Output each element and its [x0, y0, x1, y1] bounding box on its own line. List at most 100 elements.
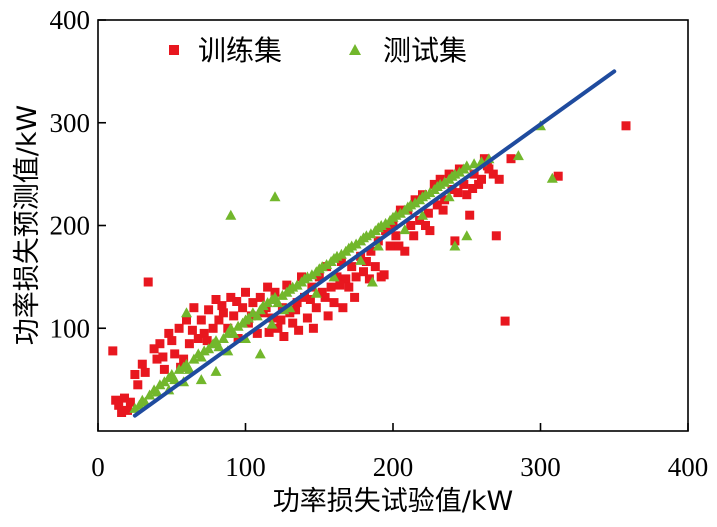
- train-point: [379, 270, 389, 280]
- y-tick-label: 400: [50, 5, 91, 35]
- train-point: [320, 292, 330, 302]
- train-point: [294, 325, 304, 335]
- test-point: [399, 224, 411, 235]
- train-point: [179, 354, 189, 364]
- train-point: [130, 370, 140, 379]
- test-point: [417, 209, 428, 220]
- train-point: [351, 272, 361, 282]
- train-point: [338, 303, 348, 313]
- train-point: [137, 359, 147, 369]
- train-point: [108, 346, 118, 356]
- train-point: [159, 364, 169, 374]
- train-point: [120, 393, 129, 403]
- test-point: [254, 348, 266, 359]
- test-point: [195, 351, 207, 362]
- train-point: [308, 323, 318, 333]
- train-point: [329, 298, 339, 308]
- train-point: [311, 303, 321, 313]
- test-point: [350, 238, 362, 249]
- train-point: [263, 282, 273, 292]
- legend-train-label: 训练集: [198, 34, 282, 67]
- train-point: [465, 210, 475, 220]
- test-point: [133, 399, 145, 410]
- test-point: [310, 287, 322, 298]
- y-tick-label: 200: [50, 211, 91, 241]
- train-point: [347, 262, 357, 272]
- test-point: [181, 307, 192, 318]
- train-point: [409, 231, 419, 241]
- x-tick-label: 300: [520, 452, 561, 482]
- train-point: [170, 349, 180, 359]
- train-point: [264, 327, 274, 337]
- legend-test-marker: [349, 44, 361, 55]
- test-point: [217, 333, 229, 343]
- test-point: [284, 302, 296, 313]
- test-point: [210, 365, 222, 376]
- train-point: [233, 334, 243, 343]
- train-point: [341, 274, 351, 284]
- test-point: [266, 318, 278, 329]
- test-point: [372, 240, 384, 251]
- train-point: [152, 354, 162, 364]
- train-point: [184, 339, 194, 349]
- train-point: [279, 332, 289, 341]
- train-point: [182, 315, 191, 325]
- train-point: [285, 308, 295, 318]
- test-point: [228, 327, 240, 338]
- fit-line: [132, 69, 617, 418]
- test-point: [366, 276, 378, 287]
- test-point: [409, 197, 421, 208]
- train-point: [155, 339, 165, 349]
- train-point: [361, 257, 371, 266]
- train-point: [415, 215, 425, 225]
- test-point: [461, 230, 473, 241]
- train-point: [226, 292, 236, 302]
- train-point: [421, 221, 430, 230]
- train-point: [459, 179, 469, 189]
- train-point: [477, 174, 486, 184]
- train-point: [292, 298, 302, 308]
- train-point: [391, 231, 401, 241]
- legend: 训练集 测试集: [169, 34, 467, 67]
- test-point: [225, 209, 237, 220]
- test-point: [355, 254, 367, 265]
- test-point: [439, 176, 451, 187]
- train-point: [202, 336, 212, 346]
- train-point: [291, 305, 301, 315]
- x-axis-title: 功率损失试验值/kW: [273, 486, 513, 517]
- train-point: [388, 221, 398, 230]
- train-point: [273, 323, 283, 333]
- tick-labels: 0 100 200 300 400 100 200 300 400: [50, 5, 709, 482]
- train-point: [323, 311, 333, 321]
- train-point: [196, 315, 206, 325]
- train-point: [123, 405, 132, 415]
- train-point: [300, 292, 309, 302]
- test-point: [183, 363, 195, 374]
- train-point: [468, 184, 478, 193]
- train-point: [400, 246, 410, 256]
- train-point: [491, 231, 501, 241]
- train-point: [125, 397, 135, 407]
- legend-train-marker: [169, 45, 179, 55]
- train-point: [482, 161, 492, 171]
- train-point: [494, 174, 504, 184]
- train-point: [232, 297, 242, 306]
- test-point: [144, 389, 156, 400]
- train-point: [187, 325, 197, 335]
- test-point: [449, 240, 461, 251]
- train-point: [406, 221, 416, 230]
- train-point: [114, 400, 124, 410]
- train-point: [425, 226, 435, 236]
- train-point: [621, 121, 631, 131]
- train-point: [326, 282, 336, 292]
- train-point: [394, 241, 404, 251]
- train-point: [193, 334, 203, 343]
- train-point: [204, 305, 214, 315]
- test-point: [232, 320, 244, 331]
- test-point: [213, 341, 225, 352]
- train-point: [288, 318, 298, 328]
- test-point: [512, 150, 524, 161]
- y-tick-label: 300: [50, 108, 91, 138]
- train-point: [143, 277, 153, 287]
